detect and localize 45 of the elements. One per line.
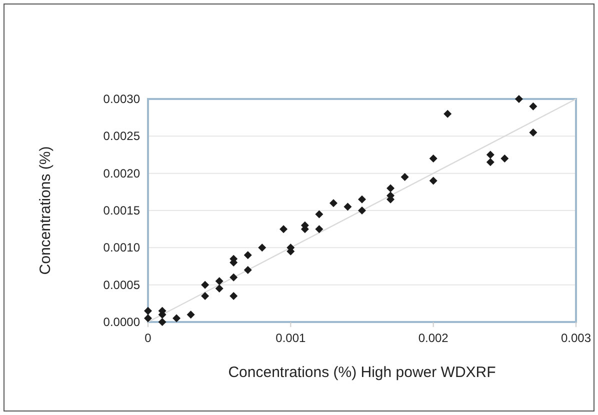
- point: [344, 202, 352, 211]
- point: [329, 199, 338, 208]
- y-tick-label: 0.0015: [103, 204, 140, 218]
- point: [400, 173, 409, 182]
- point: [529, 102, 538, 110]
- point: [358, 206, 366, 214]
- point: [429, 154, 438, 162]
- point: [244, 266, 252, 274]
- y-tick-label: 0.0005: [103, 278, 140, 292]
- y-tick-label: 0.0030: [103, 92, 140, 106]
- point: [186, 310, 195, 319]
- x-axis-title: Concentrations (%) High power WDXRF: [228, 364, 496, 381]
- point: [500, 154, 509, 162]
- point: [514, 95, 523, 103]
- point: [201, 280, 210, 289]
- point: [201, 292, 210, 300]
- point: [172, 314, 181, 322]
- y-tick-label: 0.0010: [103, 240, 140, 255]
- point: [244, 251, 252, 260]
- y-axis-title: Concentrations (%): [37, 146, 54, 275]
- point: [158, 318, 166, 326]
- point: [215, 277, 224, 286]
- point: [486, 158, 494, 166]
- point: [358, 195, 366, 204]
- y-tick-label: 0.0020: [103, 166, 140, 180]
- x-tick-label: 0.002: [418, 331, 449, 345]
- point: [529, 128, 538, 136]
- y-tick-label: 0.0000: [103, 315, 140, 329]
- point: [280, 225, 288, 234]
- point: [486, 150, 494, 159]
- point: [215, 284, 224, 293]
- point: [230, 292, 238, 300]
- point: [429, 176, 438, 185]
- point: [444, 110, 452, 118]
- x-tick-label: 0: [144, 331, 152, 345]
- point: [386, 184, 395, 192]
- x-tick-label: 0.001: [276, 331, 306, 345]
- x-tick-label: 0.003: [560, 331, 592, 345]
- point: [315, 225, 324, 234]
- point: [144, 314, 152, 322]
- point: [258, 244, 266, 252]
- point: [230, 273, 238, 282]
- y-tick-label: 0.0025: [103, 129, 140, 144]
- point: [315, 210, 324, 218]
- point: [144, 306, 152, 315]
